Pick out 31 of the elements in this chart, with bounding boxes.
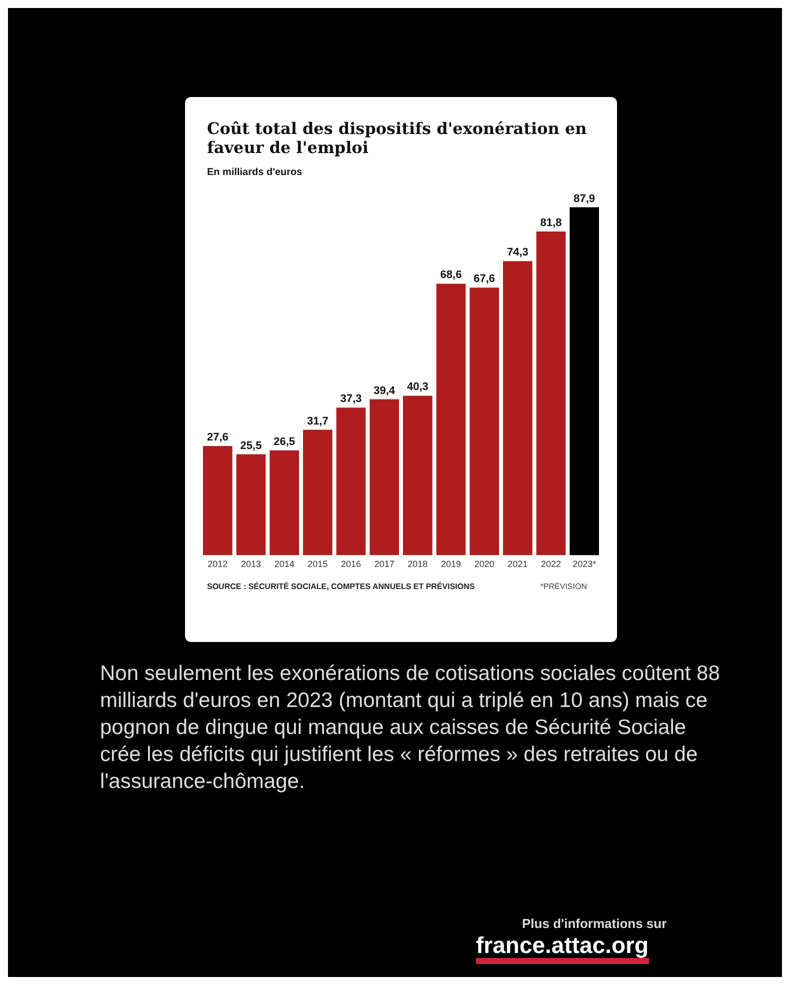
data-label: 27,6 [206, 431, 228, 444]
text: france.attac.org [476, 932, 649, 964]
source-note: SOURCE : SÉCURITÉ SOCIALE, COMPTES ANNUELS ET PRÉVISIONS [207, 582, 475, 591]
data-label: 39,4 [374, 384, 396, 397]
data-label: 74,3 [506, 246, 528, 259]
data-label: 37,3 [340, 393, 362, 406]
x-tick-label: 2021 [508, 559, 528, 570]
text: Non seulement les exonérations de cotisations sociales coûtent 88 milliards d'euros en 2023 (montant qui a triplé en 10 ans) mais ce pognon de dingue qui manque aux caisses de Sécurité Sociale crée les déficits qui justifient les « réformes » des retraites ou de l'assurance-chômage. [100, 661, 720, 795]
x-tick-label: 2015 [308, 559, 328, 570]
x-tick-label: 2023* [572, 559, 597, 570]
data-label: 68,6 [440, 269, 462, 282]
data-label: 81,8 [540, 216, 562, 229]
x-tick-label: 2013 [240, 559, 262, 570]
data-label: 31,7 [306, 415, 328, 428]
x-tick-label: 2020 [474, 559, 494, 570]
data-label: 40,3 [406, 381, 428, 394]
chart-subtitle: En milliards d'euros [207, 167, 302, 178]
x-tick-label: 2014 [274, 559, 294, 570]
text: *PRÉVISION [540, 582, 587, 591]
data-label: 26,5 [274, 436, 296, 448]
x-tick-label: 2018 [408, 559, 428, 570]
text: Plus d'informations sur [522, 916, 667, 931]
x-tick-label: 2016 [340, 559, 362, 570]
data-label: 25,5 [240, 440, 262, 452]
x-tick-label: 2022 [540, 559, 562, 570]
chart-title: Coût total des dispositifs d'exonération en faveur de l'emploi [207, 119, 588, 157]
data-label: 67,6 [474, 273, 496, 286]
x-tick-label: 2017 [374, 559, 394, 570]
data-label: 87,9 [574, 192, 596, 205]
x-tick-label: 2019 [440, 559, 462, 570]
x-tick-label: 2012 [208, 559, 228, 570]
